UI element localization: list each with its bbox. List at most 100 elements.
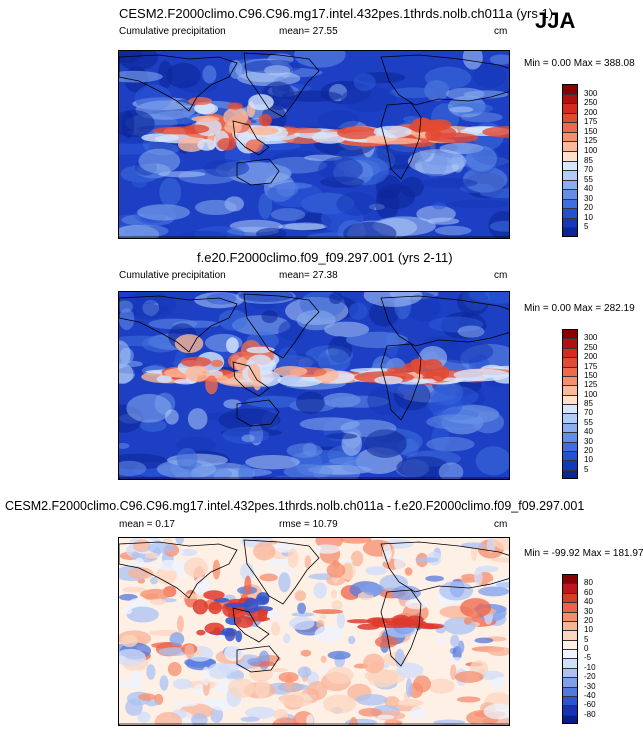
colorbar-swatch: [562, 639, 578, 649]
colorbar-tick-label: 85: [584, 155, 593, 165]
colorbar-tick-label: 200: [584, 107, 598, 117]
colorbar-swatch: [562, 131, 578, 142]
colorbar-frame: [562, 84, 578, 237]
colorbar-frame: [562, 574, 578, 724]
colorbar: [562, 574, 578, 724]
variable-label: Cumulative precipitation: [119, 270, 226, 281]
colorbar-swatch: [562, 366, 578, 376]
colorbar-tick-label: 70: [584, 408, 593, 418]
colorbar-swatch: [562, 695, 578, 706]
colorbar-swatch: [562, 450, 578, 461]
colorbar-swatch: [562, 208, 578, 218]
colorbar-swatch: [562, 385, 578, 395]
colorbar-swatch: [562, 93, 578, 104]
colorbar-tick-label: 20: [584, 615, 593, 625]
colorbar-swatch: [562, 667, 578, 678]
difference-map: [118, 537, 510, 726]
colorbar-swatch: [562, 592, 578, 603]
colorbar-swatch: [562, 630, 578, 640]
colorbar: [562, 329, 578, 479]
min-max-label: Min = 0.00 Max = 282.19: [524, 303, 635, 314]
colorbar-frame: [562, 329, 578, 479]
colorbar-swatch: [562, 686, 578, 696]
colorbar-tick-label: 175: [584, 117, 598, 127]
units-label: cm: [494, 519, 508, 530]
colorbar-tick-label: 5: [584, 464, 589, 474]
colorbar-tick-label: 5: [584, 634, 589, 644]
colorbar-swatch: [562, 422, 578, 433]
panel-difference: CESM2.F2000climo.C96.C96.mg17.intel.432p…: [0, 490, 643, 737]
colorbar-tick-label: 40: [584, 184, 593, 194]
colorbar-swatch: [562, 460, 578, 470]
colorbar-tick-label: -20: [584, 672, 596, 682]
colorbar-tick-label: -30: [584, 681, 596, 691]
colorbar-swatch: [562, 394, 578, 404]
colorbar-tick-label: 85: [584, 399, 593, 408]
colorbar-tick-label: 100: [584, 389, 598, 399]
units-label: cm: [494, 26, 508, 37]
colorbar-swatch: [562, 150, 578, 161]
min-max-label: Min = 0.00 Max = 388.08: [524, 58, 635, 69]
colorbar-swatch: [562, 198, 578, 209]
coastlines: [119, 52, 509, 238]
colorbar-tick-label: 20: [584, 203, 593, 213]
coastlines: [119, 539, 509, 725]
colorbar-swatch: [562, 357, 578, 367]
colorbar-tick-label: 10: [584, 455, 593, 465]
colorbar-tick-label: 70: [584, 165, 593, 175]
colorbar-swatch: [562, 141, 578, 151]
colorbar-swatch: [562, 620, 578, 631]
colorbar-tick-label: 300: [584, 88, 598, 98]
colorbar-swatch: [562, 658, 578, 668]
coastlines: [119, 293, 509, 479]
colorbar-swatch: [562, 217, 578, 228]
colorbar-tick-label: 300: [584, 333, 598, 343]
colorbar-swatch: [562, 705, 578, 715]
colorbar-tick-label: -80: [584, 709, 596, 719]
colorbar-swatch: [562, 611, 578, 621]
colorbar-tick-label: 0: [584, 644, 589, 653]
precip-map: [118, 50, 510, 239]
colorbar-tick-label: 30: [584, 193, 593, 203]
colorbar-tick-label: 5: [584, 222, 589, 232]
colorbar-tick-label: 40: [584, 427, 593, 437]
precip-map: [118, 291, 510, 480]
colorbar-tick-label: 100: [584, 145, 598, 155]
colorbar-tick-label: 20: [584, 445, 593, 455]
colorbar-tick-label: 200: [584, 352, 598, 362]
colorbar-tick-label: -10: [584, 662, 596, 672]
colorbar-swatch: [562, 375, 578, 386]
colorbar-swatch: [562, 441, 578, 451]
colorbar-tick-label: -60: [584, 700, 596, 710]
colorbar-swatch: [562, 112, 578, 123]
units-label: cm: [494, 270, 508, 281]
panel-control-case: f.e20.F2000climo.f09_f09.297.001 (yrs 2-…: [0, 245, 643, 490]
colorbar-tick-label: 10: [584, 625, 593, 635]
variable-label: Cumulative precipitation: [119, 26, 226, 37]
colorbar-swatch: [562, 714, 578, 724]
colorbar-swatch: [562, 227, 578, 237]
colorbar-swatch: [562, 347, 578, 358]
colorbar-swatch: [562, 432, 578, 442]
colorbar-swatch: [562, 602, 578, 612]
colorbar-swatch: [562, 170, 578, 180]
colorbar-swatch: [562, 649, 578, 659]
colorbar-tick-label: 55: [584, 174, 593, 184]
colorbar-swatch: [562, 583, 578, 593]
colorbar-tick-label: 125: [584, 136, 598, 146]
panel-title: CESM2.F2000climo.C96.C96.mg17.intel.432p…: [5, 499, 585, 513]
rmse-label: rmse = 10.79: [279, 519, 338, 530]
colorbar-swatch: [562, 469, 578, 479]
colorbar-tick-label: -5: [584, 653, 592, 663]
colorbar-swatch: [562, 160, 578, 171]
colorbar-swatch: [562, 413, 578, 423]
colorbar-tick-label: 250: [584, 342, 598, 352]
colorbar-tick-label: 40: [584, 597, 593, 607]
panel-title: f.e20.F2000climo.f09_f09.297.001 (yrs 2-…: [197, 250, 453, 265]
colorbar-tick-label: 80: [584, 578, 593, 588]
colorbar-tick-label: 10: [584, 212, 593, 222]
mean-label: mean = 0.17: [119, 519, 175, 530]
season-label: JJA: [535, 8, 576, 33]
colorbar-tick-label: -40: [584, 690, 596, 700]
panel-test-case: CESM2.F2000climo.C96.C96.mg17.intel.432p…: [0, 0, 643, 245]
